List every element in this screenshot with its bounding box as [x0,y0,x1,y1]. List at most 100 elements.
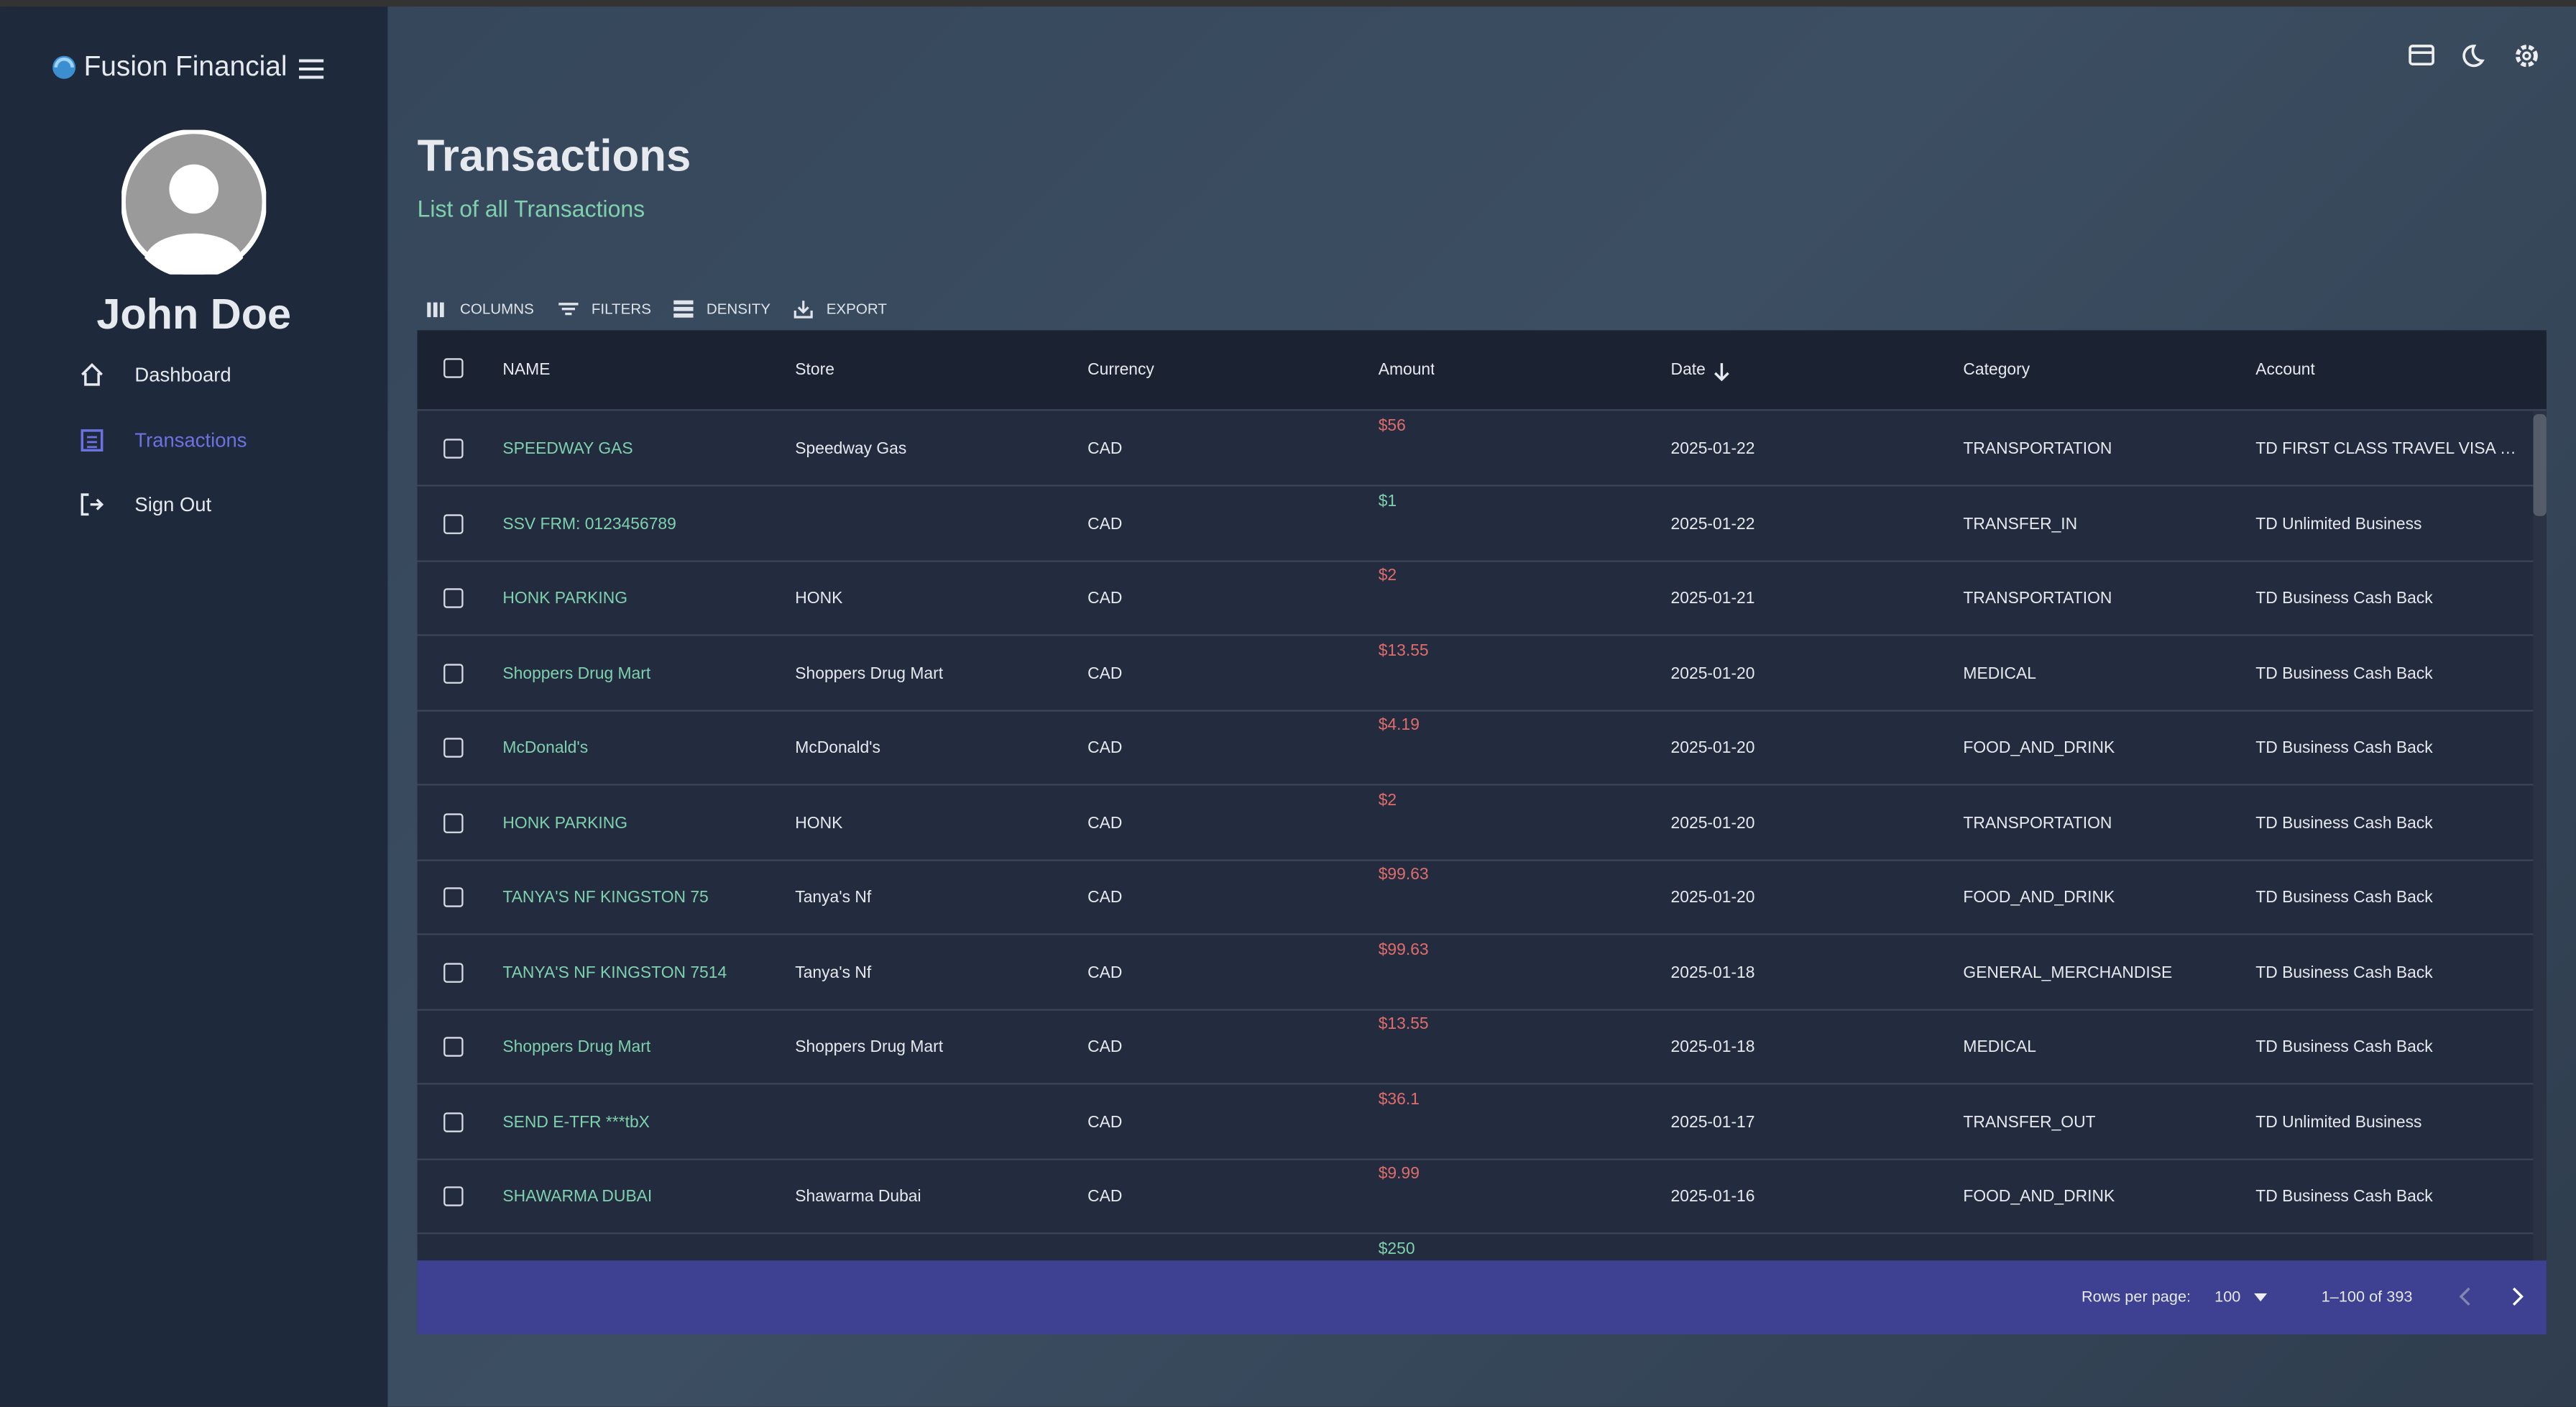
cell-store: Shoppers Drug Mart [795,664,944,683]
cell-category: TRANSFER_OUT [1963,1113,2096,1132]
transaction-link[interactable]: TANYA'S NF KINGSTON 7514 [502,963,727,982]
toolbar-button[interactable]: COLUMNS [427,299,534,318]
table-row: SPEEDWAY GAS Speedway Gas CAD $56 2025-01-22… [417,411,2534,487]
cell-date: 2025-01-21 [1670,590,1755,608]
cell-category: TRANSFER_IN [1963,515,2078,533]
transaction-link[interactable]: SEND E-TFR ***tbX [502,1113,650,1132]
cell-currency: CAD [1087,664,1123,683]
column-header[interactable]: Currency [1087,361,1154,380]
table-row: SSV FRM: 0123456789 CAD $1 2025-01-22 TRANSF… [417,485,2534,562]
table-row: HONK PARKING HONK CAD $2 2025-01-20 TRANSPORT… [417,784,2534,861]
cell-account: TD Business Cash Back [2255,590,2433,608]
cell-store: Speedway Gas [795,440,907,459]
row-checkbox[interactable] [443,962,464,982]
column-header[interactable]: Category [1963,361,2030,380]
pagination-range: 1–100 of 393 [2321,1288,2413,1307]
column-header[interactable]: Store [795,361,834,380]
transaction-link[interactable]: Shoppers Drug Mart [502,664,651,683]
toolbar-icon [794,301,813,318]
cell-date: 2025-01-20 [1670,889,1755,907]
cell-date: 2025-01-17 [1670,1113,1755,1132]
column-header[interactable]: Amount [1378,361,1435,380]
transaction-link[interactable]: SPEEDWAY GAS [502,440,633,459]
cell-currency: CAD [1087,889,1123,907]
row-checkbox[interactable] [443,887,464,907]
table-row: HONK PARKING HONK CAD $2 2025-01-21 TRANSPORT… [417,560,2534,636]
cell-account: TD Business Cash Back [2255,1038,2433,1057]
toolbar-button[interactable]: FILTERS [558,299,651,318]
row-checkbox[interactable] [443,1112,464,1132]
nav-icon [80,493,104,516]
avatar [121,129,267,275]
cell-amount: $1 [1378,492,1397,510]
toolbar-label: COLUMNS [459,301,534,318]
sidebar: Fusion Financial John Doe Dashboard Trans… [0,6,388,1407]
nav-item[interactable]: Dashboard [79,362,231,388]
row-checkbox[interactable] [443,439,464,459]
cell-account: TD Business Cash Back [2255,963,2433,982]
table: NAME Store Currency Amount Date Category Accou… [417,330,2547,1334]
toolbar-button[interactable]: EXPORT [794,299,887,318]
cell-store: McDonald's [795,739,880,758]
transaction-link[interactable]: SHAWARMA DUBAI [502,1188,653,1206]
transaction-link[interactable]: SSV FRM: 0123456789 [502,515,676,533]
cell-store: Shoppers Drug Mart [795,1038,944,1057]
cell-currency: CAD [1087,515,1123,533]
cell-currency: CAD [1087,590,1123,608]
brand: Fusion Financial [83,50,288,83]
select-arrow[interactable] [2253,1293,2268,1302]
nav-item[interactable]: Transactions [79,426,247,453]
cell-store: Tanya's Nf [795,963,872,982]
toolbar-icon [558,303,579,316]
table-row: SEND E-TFR ***tbX CAD $36.1 2025-01-17 TRANS… [417,1083,2534,1160]
cell-date: 2025-01-20 [1670,739,1755,758]
nav-label: Transactions [134,428,247,452]
transaction-link[interactable]: Shoppers Drug Mart [502,1038,651,1057]
page-subtitle: List of all Transactions [417,195,645,222]
column-header[interactable]: NAME [502,361,551,380]
cell-amount: $13.55 [1378,1015,1429,1034]
cell-category: GENERAL_MERCHANDISE [1963,963,2173,982]
cell-category: FOOD_AND_DRINK [1963,1188,2115,1206]
cell-store: HONK [795,814,843,833]
select-all-checkbox[interactable] [443,358,464,378]
table-row: McDonald's McDonald's CAD $4.19 2025-01-20 FO… [417,710,2534,786]
cell-account: TD Business Cash Back [2255,739,2433,758]
toolbar-button[interactable]: DENSITY [673,299,770,318]
rows-per-page-select[interactable]: 100 [2214,1288,2241,1307]
cell-account: TD Business Cash Back [2255,814,2433,833]
table-row: $250 [418,1233,2534,1260]
cell-account: TD Business Cash Back [2255,664,2433,683]
cell-category: FOOD_AND_DRINK [1963,889,2115,907]
menu-button[interactable] [298,59,324,79]
column-header[interactable]: Date [1670,361,1706,380]
transaction-link[interactable]: TANYA'S NF KINGSTON 75 [502,889,709,907]
cell-currency: CAD [1087,814,1123,833]
pagination-buttons[interactable] [2457,1287,2524,1306]
scrollbar[interactable] [2533,411,2547,1261]
column-header[interactable]: Account [2255,361,2315,380]
top-icons[interactable] [2409,42,2540,69]
cell-currency: CAD [1087,1113,1123,1132]
transaction-link[interactable]: HONK PARKING [502,814,627,833]
row-checkbox[interactable] [443,513,464,533]
row-checkbox[interactable] [443,588,464,608]
table-row: SHAWARMA DUBAI Shawarma Dubai CAD $9.99 2025… [417,1158,2534,1234]
row-checkbox[interactable] [443,663,464,683]
transaction-link[interactable]: HONK PARKING [502,590,627,608]
row-checkbox[interactable] [443,1186,464,1206]
row-checkbox[interactable] [443,812,464,833]
cell-date: 2025-01-20 [1670,664,1755,683]
toolbar-icon [427,302,444,318]
transaction-link[interactable]: McDonald's [502,739,589,758]
row-checkbox[interactable] [443,738,464,758]
row-checkbox[interactable] [443,1037,464,1057]
cell-amount: $13.55 [1378,641,1429,660]
table-header: NAME Store Currency Amount Date Category Accou… [417,330,2547,411]
table-row: Shoppers Drug Mart Shoppers Drug Mart CAD $… [417,1009,2534,1085]
nav-item[interactable]: Sign Out [79,491,211,518]
cell-category: TRANSPORTATION [1963,590,2112,608]
cell-amount: $99.63 [1378,940,1429,959]
